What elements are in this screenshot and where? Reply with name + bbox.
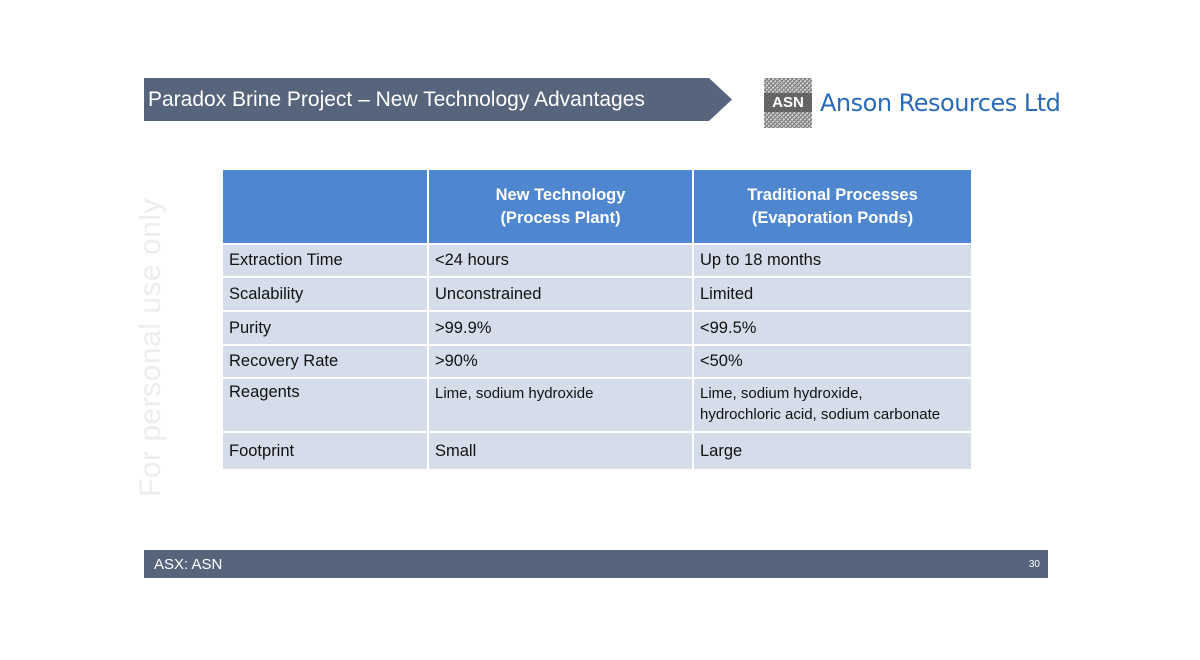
new-technology-value: Lime, sodium hydroxide xyxy=(427,377,694,433)
watermark: For personal use only xyxy=(134,198,167,497)
new-technology-value: >99.9% xyxy=(427,310,694,346)
traditional-value: <99.5% xyxy=(692,310,973,346)
table-header-row: New Technology (Process Plant) Tradition… xyxy=(221,168,973,245)
page-number: 30 xyxy=(1028,558,1040,570)
header-cell-empty xyxy=(221,168,429,245)
logo-mark-text: ASN xyxy=(764,93,812,112)
row-label: Recovery Rate xyxy=(221,344,429,379)
traditional-value: Limited xyxy=(692,276,973,312)
company-name: Anson Resources Ltd xyxy=(820,89,1061,117)
table-row: Recovery Rate >90% <50% xyxy=(221,344,973,379)
row-label: Reagents xyxy=(221,377,429,433)
header-cell-new-technology: New Technology (Process Plant) xyxy=(427,168,694,245)
table-row: Scalability Unconstrained Limited xyxy=(221,276,973,312)
traditional-value: <50% xyxy=(692,344,973,379)
traditional-value: Large xyxy=(692,431,973,471)
logo-mark-icon: ASN xyxy=(764,78,812,128)
table-row: Footprint Small Large xyxy=(221,431,973,471)
table-row: Extraction Time <24 hours Up to 18 month… xyxy=(221,243,973,278)
footer-ticker: ASX: ASN xyxy=(154,555,223,573)
title-banner: Paradox Brine Project – New Technology A… xyxy=(144,78,732,121)
row-label: Purity xyxy=(221,310,429,346)
traditional-value: Lime, sodium hydroxide, hydrochloric aci… xyxy=(692,377,973,433)
table-row: Reagents Lime, sodium hydroxide Lime, so… xyxy=(221,377,973,433)
table-row: Purity >99.9% <99.5% xyxy=(221,310,973,346)
row-label: Footprint xyxy=(221,431,429,471)
traditional-value: Up to 18 months xyxy=(692,243,973,278)
traditional-value-line2: hydrochloric acid, sodium carbonate xyxy=(700,406,941,423)
new-technology-value: <24 hours xyxy=(427,243,694,278)
traditional-value-line1: Lime, sodium hydroxide, xyxy=(700,385,863,402)
company-logo: ASN Anson Resources Ltd xyxy=(764,78,1061,128)
new-technology-value: Small xyxy=(427,431,694,471)
footer-bar: ASX: ASN 30 xyxy=(144,550,1048,578)
row-label: Extraction Time xyxy=(221,243,429,278)
header-traditional-line1: Traditional Processes xyxy=(747,185,918,204)
header-new-line1: New Technology xyxy=(495,185,626,204)
new-technology-value: Unconstrained xyxy=(427,276,694,312)
row-label: Scalability xyxy=(221,276,429,312)
header-new-line2: (Process Plant) xyxy=(500,208,621,227)
comparison-table: New Technology (Process Plant) Tradition… xyxy=(221,168,973,471)
header-traditional-line2: (Evaporation Ponds) xyxy=(751,208,914,227)
header-cell-traditional: Traditional Processes (Evaporation Ponds… xyxy=(692,168,973,245)
new-technology-value: >90% xyxy=(427,344,694,379)
page-title: Paradox Brine Project – New Technology A… xyxy=(148,87,645,111)
